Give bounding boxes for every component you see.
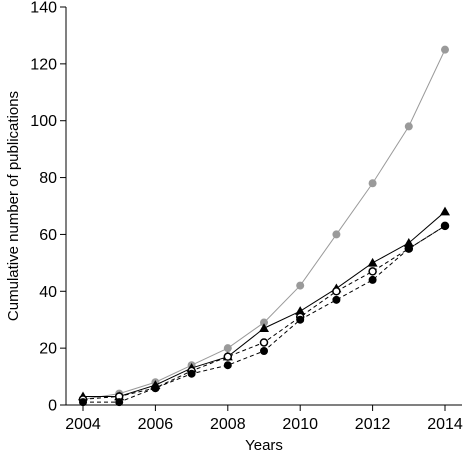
data-point [79, 398, 87, 407]
data-point [259, 323, 269, 332]
series-3 [78, 221, 450, 404]
data-point [223, 344, 232, 353]
x-tick-label: 2006 [138, 416, 174, 433]
series-4 [79, 221, 449, 407]
y-tick-label: 120 [30, 56, 57, 73]
y-tick-label: 40 [39, 284, 57, 301]
data-point [296, 281, 305, 290]
data-point [404, 244, 413, 253]
data-point [332, 287, 341, 296]
data-point [295, 306, 306, 315]
y-ticks: 0 20 40 60 80 100 120 140 [30, 0, 66, 415]
data-point [187, 369, 196, 378]
data-point [404, 122, 413, 131]
y-tick-label: 140 [30, 0, 57, 17]
data-point [367, 257, 378, 267]
x-tick-label: 2014 [427, 416, 463, 433]
x-tick-label: 2008 [210, 416, 246, 433]
data-point [403, 237, 414, 247]
y-tick-label: 60 [39, 227, 57, 244]
series-1 [79, 45, 449, 404]
series-2 [78, 206, 450, 401]
series-layer [78, 45, 450, 407]
data-point [368, 267, 377, 276]
data-point [441, 221, 449, 230]
x-ticks: 2004 2006 2008 2010 2012 2014 [65, 405, 463, 433]
x-axis-title: Years [245, 437, 283, 454]
data-point [223, 352, 233, 361]
data-point [440, 206, 450, 216]
data-point [368, 275, 377, 284]
data-point [368, 179, 377, 188]
x-tick-label: 2010 [282, 416, 318, 433]
data-point [332, 295, 341, 304]
data-point [260, 346, 268, 355]
series-2-line [83, 211, 446, 397]
data-point [441, 45, 449, 54]
data-point [223, 361, 232, 370]
y-tick-label: 0 [48, 398, 57, 415]
y-tick-label: 80 [39, 170, 57, 187]
data-point [115, 398, 124, 407]
data-point [296, 315, 305, 324]
series-1-line [82, 49, 446, 400]
x-tick-label: 2012 [355, 416, 391, 433]
y-tick-label: 100 [30, 113, 57, 130]
x-tick-label: 2004 [65, 416, 101, 433]
data-point [259, 338, 269, 347]
series-4-line [83, 225, 446, 403]
series-3-line [82, 225, 446, 400]
y-tick-label: 20 [39, 341, 57, 358]
data-point [151, 383, 160, 392]
y-axis-title: Cumulative number of publications [5, 91, 22, 321]
data-point [260, 318, 268, 327]
data-point [332, 230, 341, 239]
